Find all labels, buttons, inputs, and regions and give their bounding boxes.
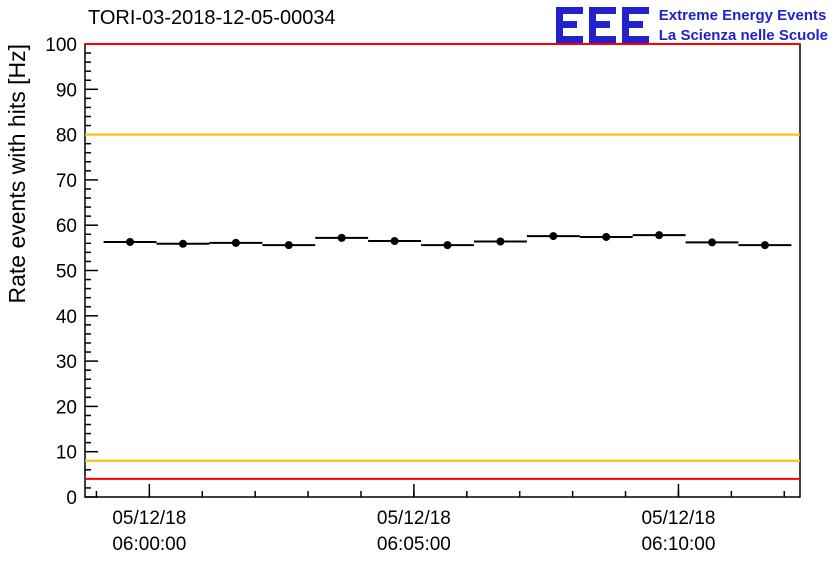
logo-letter-e-icon <box>555 7 583 43</box>
svg-text:20: 20 <box>56 397 77 418</box>
y-axis-label: Rate events with hits [Hz] <box>4 44 30 304</box>
svg-text:70: 70 <box>56 171 77 192</box>
svg-text:80: 80 <box>56 126 77 147</box>
svg-text:06:00:00: 06:00:00 <box>112 534 186 555</box>
eee-logo-line1: Extreme Energy Events <box>658 7 827 24</box>
svg-text:100: 100 <box>45 35 77 56</box>
eee-logo-line2: La Scienza nelle Scuole <box>658 26 828 44</box>
svg-text:06:10:00: 06:10:00 <box>641 534 715 555</box>
eee-logo-mark <box>555 7 649 43</box>
svg-text:0: 0 <box>66 488 77 509</box>
svg-text:05/12/18: 05/12/18 <box>641 508 715 529</box>
plot-title: TORI-03-2018-12-05-00034 <box>88 7 336 29</box>
svg-text:60: 60 <box>56 216 77 237</box>
svg-text:05/12/18: 05/12/18 <box>112 508 186 529</box>
svg-text:90: 90 <box>56 80 77 101</box>
eee-logo-text: Extreme Energy Events La Scienza nelle S… <box>659 5 828 45</box>
svg-text:50: 50 <box>56 262 77 283</box>
svg-text:05/12/18: 05/12/18 <box>377 508 451 529</box>
logo-letter-e-icon <box>588 7 616 43</box>
svg-text:30: 30 <box>56 352 77 373</box>
svg-text:40: 40 <box>56 307 77 328</box>
logo-letter-e-icon <box>621 7 649 43</box>
eee-logo: Extreme Energy Events La Scienza nelle S… <box>555 5 828 45</box>
svg-text:10: 10 <box>56 443 77 464</box>
svg-text:06:05:00: 06:05:00 <box>377 534 451 555</box>
